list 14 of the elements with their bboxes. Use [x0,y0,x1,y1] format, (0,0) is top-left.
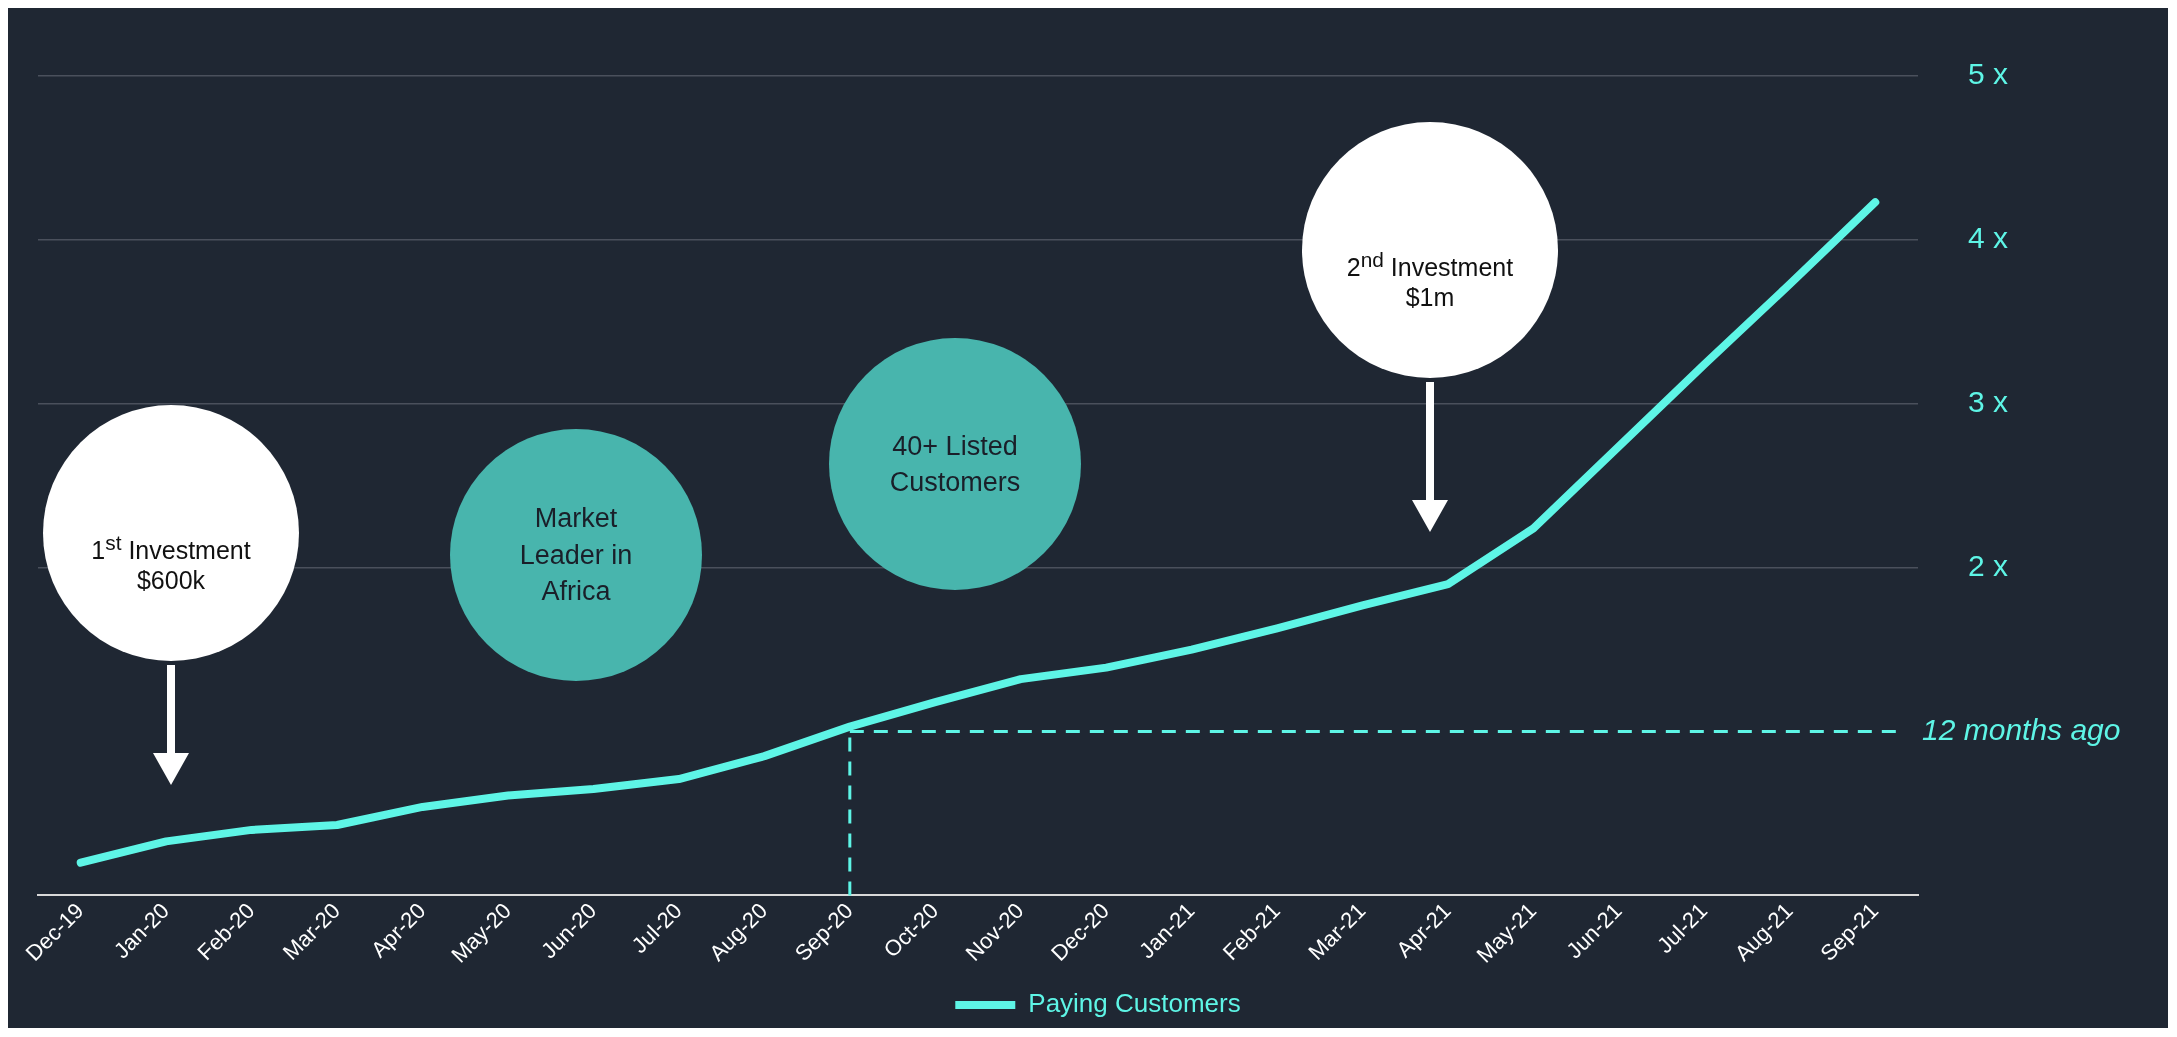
legend-label: Paying Customers [1028,988,1241,1019]
annotation: 1$^{st}$ Investment $600k [90,531,252,595]
y-tick-label: 5 x [1968,57,2009,91]
y-tick-label: 2 x [1968,548,2009,582]
y-tick-label: 4 x [1968,221,2009,255]
annotation: 40+ Listed Customers [888,429,1022,499]
ref-line-label: 12 months ago [1922,712,2121,746]
annotation: 2$^{nd}$ Investment $1m [1345,248,1515,312]
y-tick-label: 3 x [1968,385,2009,419]
circle-badge: Market Leader in Africa [450,429,702,681]
circle-badge: 1$^{st}$ Investment $600k [43,405,299,661]
circle-badge: 2$^{nd}$ Investment $1m [1302,122,1558,378]
circle-badge: 40+ Listed Customers [829,338,1081,590]
annotation: Market Leader in Africa [518,502,634,609]
